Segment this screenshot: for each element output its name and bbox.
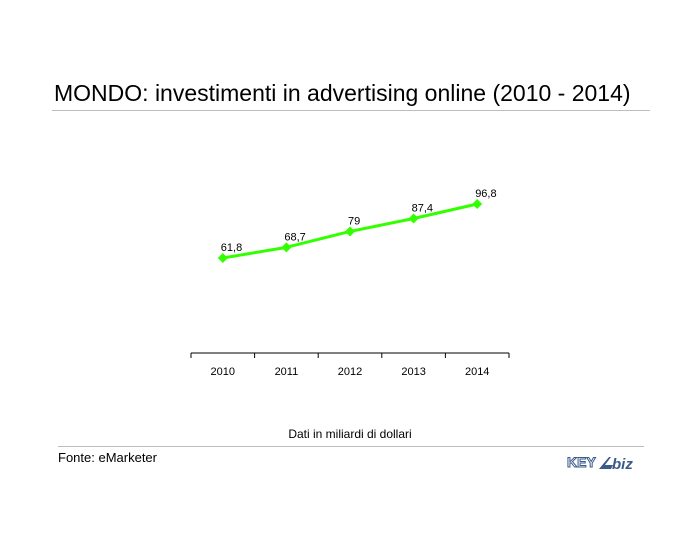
footer-divider [58,446,644,447]
x-axis: 2010 2011 2012 2013 2014 [190,352,510,378]
key4biz-logo: KEY biz [567,454,634,474]
page-title: MONDO: investimenti in advertising onlin… [54,80,631,106]
series-markers [217,199,483,263]
source-note: Fonte: eMarketer [58,450,157,465]
x-tick-label: 2013 [401,366,425,378]
data-label: 79 [348,215,360,227]
x-tick-label: 2011 [275,366,299,378]
logo-text-sub: biz [612,456,633,473]
data-point-marker [408,213,419,224]
title-divider [52,110,650,111]
data-label: 61,8 [221,242,242,254]
data-point-marker [472,199,483,209]
x-tick-label: 2010 [211,366,235,378]
logo-swoosh-icon [599,457,613,469]
data-point-marker [281,242,292,253]
data-labels: 61,8 68,7 79 87,4 96,8 [221,188,497,254]
x-tick-label: 2012 [338,366,362,378]
data-label: 87,4 [412,203,433,215]
data-point-marker [345,226,355,237]
x-tick-label: 2014 [465,366,489,378]
data-point-marker [217,253,228,263]
logo-text-main: KEY [567,454,596,470]
data-label: 68,7 [284,231,305,243]
chart-caption: Dati in miliardi di dollari [288,427,412,441]
data-label: 96,8 [475,188,496,200]
